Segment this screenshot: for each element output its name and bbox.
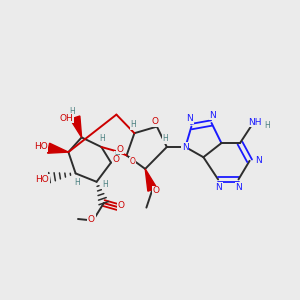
Text: O: O xyxy=(88,214,95,224)
Polygon shape xyxy=(70,116,82,137)
Text: H: H xyxy=(69,107,75,116)
Text: O: O xyxy=(112,155,119,164)
Text: H: H xyxy=(162,134,168,143)
Text: O: O xyxy=(116,145,124,154)
Text: N: N xyxy=(216,183,222,192)
Text: N: N xyxy=(255,156,261,165)
Polygon shape xyxy=(48,143,68,153)
Text: OH: OH xyxy=(60,114,74,123)
Text: O: O xyxy=(130,158,136,166)
Text: H: H xyxy=(130,120,136,129)
Text: H: H xyxy=(115,152,121,160)
Text: HO: HO xyxy=(35,175,49,184)
Text: H: H xyxy=(74,178,80,187)
Text: N: N xyxy=(182,142,189,152)
Text: N: N xyxy=(209,111,216,120)
Text: HO: HO xyxy=(34,142,48,151)
Text: H: H xyxy=(103,180,109,189)
Text: H: H xyxy=(100,134,106,143)
Polygon shape xyxy=(145,169,157,191)
Text: N: N xyxy=(187,114,193,123)
Text: N: N xyxy=(235,183,242,192)
Text: H: H xyxy=(265,122,271,130)
Text: O: O xyxy=(152,186,160,195)
Text: O: O xyxy=(118,201,125,210)
Text: NH: NH xyxy=(248,118,262,127)
Text: O: O xyxy=(152,117,159,126)
